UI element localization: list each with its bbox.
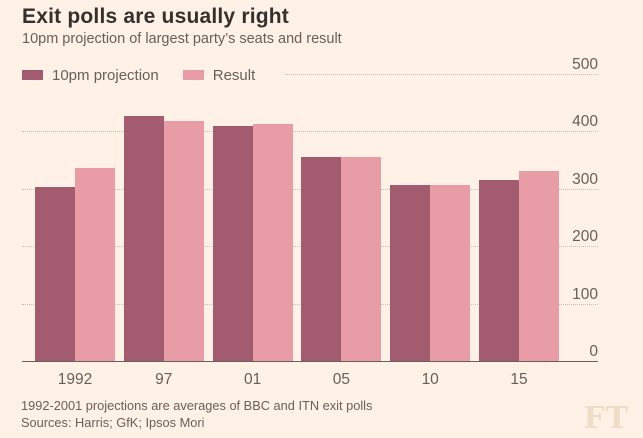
bar-97-result [163, 120, 204, 361]
legend-label-projection: 10pm projection [52, 66, 159, 84]
chart-title: Exit polls are usually right [22, 5, 290, 28]
legend-item-projection: 10pm projection [22, 67, 159, 84]
bar-1992-projection [35, 187, 75, 361]
y-tick-label-500: 500 [572, 55, 598, 73]
gridline-400 [22, 131, 598, 133]
legend: 10pm projection Result [22, 64, 286, 86]
sources: Sources: Harris; GfK; Ipsos Mori [21, 415, 205, 430]
bar-15-result [519, 170, 559, 361]
gridline-500 [22, 73, 598, 75]
x-tick-label-1992: 1992 [57, 371, 93, 388]
legend-swatch-result [182, 70, 204, 80]
legend-swatch-projection [22, 70, 43, 80]
bar-1992-result [75, 168, 115, 361]
footnote: 1992-2001 projections are averages of BB… [21, 398, 373, 413]
bar-05-result [341, 157, 382, 361]
bar-01-projection [212, 125, 253, 361]
legend-label-result: Result [212, 66, 256, 84]
y-tick-label-400: 400 [572, 113, 598, 131]
chart-subtitle: 10pm projection of largest party’s seats… [22, 31, 342, 47]
bar-05-projection [301, 156, 342, 361]
legend-item-result: Result [182, 66, 256, 84]
bar-01-result [252, 123, 293, 361]
y-tick-label-300: 300 [572, 170, 598, 188]
x-tick-label-10: 10 [421, 371, 439, 388]
x-tick-label-05: 05 [332, 371, 351, 388]
ft-logo: FT [583, 401, 629, 436]
y-tick-label-0: 0 [589, 343, 598, 360]
x-axis-line [22, 361, 598, 362]
x-tick-label-15: 15 [510, 371, 528, 388]
y-tick-label-200: 200 [572, 228, 598, 246]
x-tick-label-97: 97 [155, 371, 173, 388]
x-tick-label-01: 01 [243, 371, 262, 388]
bar-15-projection [479, 179, 519, 361]
bar-10-projection [390, 184, 431, 361]
y-tick-label-100: 100 [572, 285, 598, 303]
bar-10-result [430, 185, 471, 361]
bar-97-projection [123, 116, 164, 361]
